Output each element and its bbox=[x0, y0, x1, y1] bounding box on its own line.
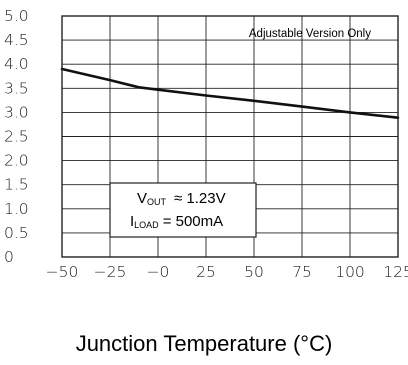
x-tick-label: −50 bbox=[46, 263, 79, 281]
annotation-text: Adjustable Version Only bbox=[249, 28, 371, 40]
series-layer bbox=[60, 67, 400, 119]
conditions-box: VOUT ≈ 1.23V ILOAD = 500mA bbox=[109, 182, 257, 238]
y-tick-label: 3.5 bbox=[4, 79, 29, 97]
y-tick-label: 2.0 bbox=[4, 152, 29, 170]
y-tick-label: 5.0 bbox=[4, 7, 29, 25]
y-tick-label: 4.5 bbox=[4, 31, 29, 49]
y-tick-label: 2.5 bbox=[4, 128, 29, 146]
series-line bbox=[60, 67, 400, 119]
y-tick-labels: 0 0.5 1.0 1.5 2.0 2.5 3.0 3.5 4.0 4.5 5.0 bbox=[4, 7, 29, 266]
x-tick-label: −0 bbox=[147, 263, 170, 281]
x-tick-label: 100 bbox=[335, 263, 365, 281]
plot-frame bbox=[61, 15, 399, 258]
y-tick-label: 4.0 bbox=[4, 55, 29, 73]
y-tick-label: 1.0 bbox=[4, 200, 29, 218]
vout-label: VOUT ≈ 1.23V bbox=[137, 190, 226, 207]
y-tick-label: 3.0 bbox=[4, 103, 29, 121]
x-axis-label: Junction Temperature (°C) bbox=[75, 331, 333, 356]
y-tick-label: 0 bbox=[4, 248, 14, 266]
y-tick-label: 0.5 bbox=[4, 224, 29, 242]
y-tick-label: 1.5 bbox=[4, 176, 29, 194]
x-tick-label: 25 bbox=[196, 263, 216, 281]
x-tick-labels: −50 −25 −0 25 50 75 100 125 bbox=[46, 263, 408, 281]
x-tick-label: −25 bbox=[94, 263, 127, 281]
x-tick-label: 75 bbox=[292, 263, 312, 281]
iload-label: ILOAD = 500mA bbox=[130, 213, 223, 230]
x-tick-label: 125 bbox=[383, 263, 408, 281]
x-tick-label: 50 bbox=[244, 263, 264, 281]
